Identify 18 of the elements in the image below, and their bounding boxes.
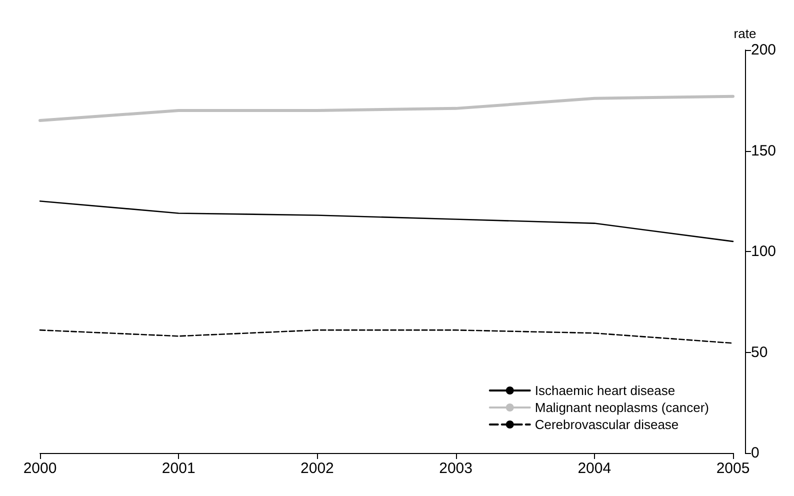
x-tick-label: 2003 <box>439 460 472 477</box>
y-tick-label: 150 <box>751 142 776 160</box>
x-tick-label: 2001 <box>162 460 196 477</box>
legend-label: Cerebrovascular disease <box>534 417 679 432</box>
y-tick-label: 200 <box>751 42 776 58</box>
x-tick-label: 2005 <box>716 460 750 477</box>
y-axis-title: rate <box>734 26 756 41</box>
line-series <box>39 200 734 242</box>
y-tick-label: 0 <box>751 444 760 462</box>
line-series <box>38 94 734 122</box>
x-tick-label: 2004 <box>578 460 612 477</box>
legend-label: Malignant neoplasms (cancer) <box>534 400 710 415</box>
y-tick-label: 100 <box>751 243 776 260</box>
y-tick-label: 50 <box>751 344 768 361</box>
x-tick-label: 2002 <box>300 460 334 477</box>
x-tick-label: 2000 <box>23 460 57 477</box>
line-series <box>39 329 734 344</box>
legend-label: Ischaemic heart disease <box>534 383 676 398</box>
